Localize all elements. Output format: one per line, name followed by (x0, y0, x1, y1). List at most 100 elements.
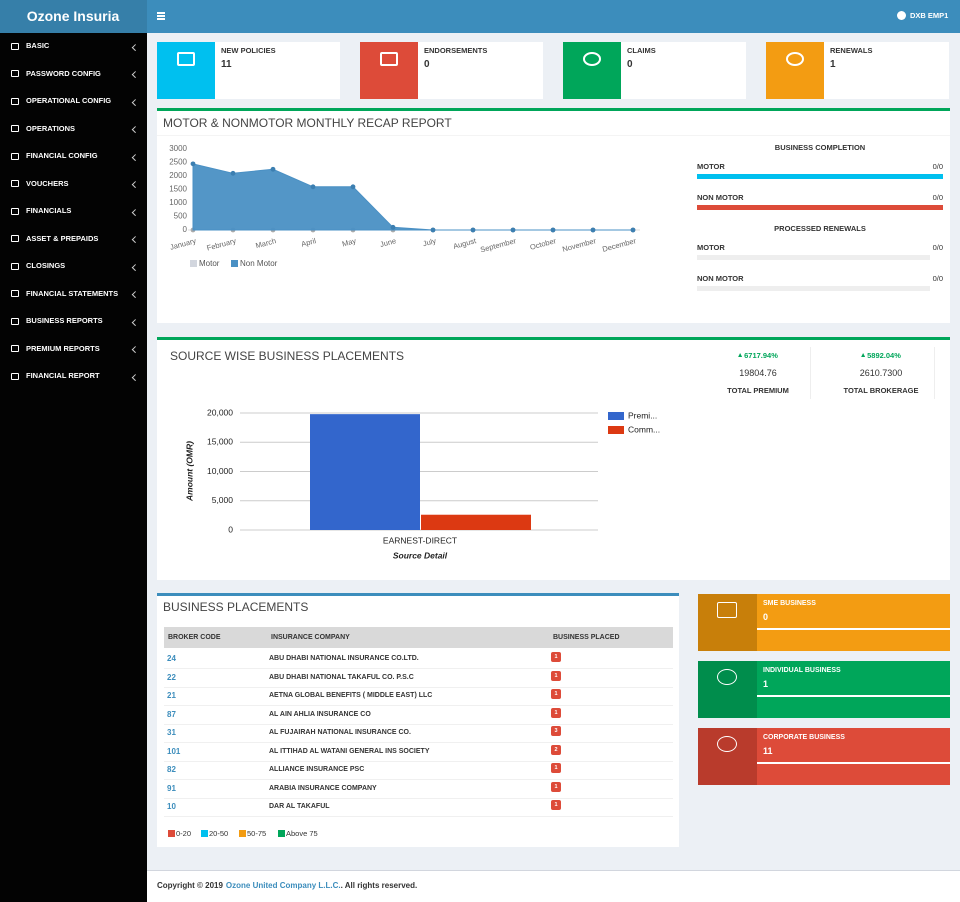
progress-bar (697, 174, 943, 179)
broker-code[interactable]: 101 (167, 746, 181, 756)
legend-label: 50-75 (247, 829, 267, 838)
badge: 1 (551, 781, 561, 792)
stat-label: TOTAL PREMIUM (727, 386, 789, 395)
menu-icon (11, 262, 19, 270)
menu-item[interactable]: VOUCHERS (26, 178, 69, 188)
badge: 1 (551, 707, 561, 718)
progress-value: 0/0 (932, 243, 943, 252)
segment-value: 0 (763, 612, 769, 622)
panel-title: BUSINESS PLACEMENTS (163, 600, 309, 614)
broker-code[interactable]: 22 (167, 672, 176, 682)
segment-progress (757, 762, 950, 764)
rights: . All rights reserved. (340, 881, 418, 890)
info-box-label: ENDORSEMENTS (424, 46, 488, 55)
insurance-company: AL AIN AHLIA INSURANCE CO (269, 710, 371, 718)
progress-label: MOTOR (697, 162, 725, 171)
menu-icon (11, 207, 19, 215)
segment-value: 1 (763, 679, 769, 689)
row-divider (164, 668, 673, 669)
legend-swatch (201, 830, 208, 837)
menu-icon (11, 97, 19, 105)
stat-value: 2610.7300 (859, 368, 903, 378)
placements-panel (157, 337, 950, 580)
table-header (164, 627, 673, 648)
panel-divider (157, 135, 950, 136)
menu-icon (11, 235, 19, 242)
progress-bar (697, 286, 930, 291)
broker-code[interactable]: 21 (167, 691, 176, 700)
broker-code[interactable]: 31 (167, 728, 176, 737)
menu-icon (11, 180, 19, 187)
info-icon-glyph (583, 52, 601, 66)
progress-label: NON MOTOR (697, 274, 744, 283)
menu-item[interactable]: PREMIUM REPORTS (26, 343, 100, 353)
badge: 2 (551, 744, 561, 755)
broker-code[interactable]: 91 (167, 783, 176, 793)
insurance-company: AETNA GLOBAL BENEFITS ( MIDDLE EAST) LLC (269, 692, 433, 699)
menu-item[interactable]: PASSWORD CONFIG (26, 68, 101, 78)
section-title: PROCESSED RENEWALS (774, 224, 866, 233)
badge: 1 (551, 670, 561, 681)
column-header: INSURANCE COMPANY (271, 634, 350, 641)
menu-item[interactable]: BASIC (26, 41, 50, 50)
row-divider (164, 705, 673, 706)
menu-item[interactable]: OPERATIONS (26, 123, 76, 133)
menu-item[interactable]: BUSINESS REPORTS (26, 316, 103, 325)
menu-icon (11, 70, 19, 77)
insurance-company: AL ITTIHAD AL WATANI GENERAL INS SOCIETY (269, 747, 430, 755)
segment-label: INDIVIDUAL BUSINESS (763, 667, 841, 674)
info-box-label: CLAIMS (627, 46, 656, 55)
broker-code[interactable]: 24 (167, 654, 176, 663)
company-link[interactable]: Ozone United Company L.L.C. (225, 881, 341, 890)
broker-code[interactable]: 82 (167, 765, 176, 774)
insurance-company: ARABIA INSURANCE COMPANY (269, 784, 377, 792)
menu-icon (11, 372, 19, 380)
menu-item[interactable]: FINANCIAL STATEMENTS (26, 288, 119, 298)
user-name: DXB EMP1 (910, 11, 949, 20)
menu-item[interactable]: OPERATIONAL CONFIG (26, 96, 112, 105)
badge: 1 (551, 763, 561, 773)
menu-item[interactable]: ASSET & PREPAIDS (26, 233, 99, 243)
segment-label: CORPORATE BUSINESS (763, 734, 845, 741)
stat-divider (810, 347, 811, 399)
stat-value: 19804.76 (739, 368, 777, 378)
info-box-label: RENEWALS (830, 46, 873, 55)
info-box-value: 1 (830, 59, 836, 70)
progress-value: 0/0 (932, 162, 943, 171)
menu-item[interactable]: FINANCIAL REPORT (26, 371, 100, 380)
copyright: Copyright © 2019 (157, 881, 223, 890)
badge: 1 (551, 689, 561, 699)
row-divider (164, 760, 673, 762)
menu-item[interactable]: CLOSINGS (26, 261, 66, 270)
legend-label: 20-50 (209, 829, 229, 838)
segment-progress (757, 628, 950, 630)
info-icon-glyph (786, 52, 804, 66)
segment-label: SME BUSINESS (763, 600, 816, 607)
segment-value: 11 (763, 746, 773, 756)
info-box-icon (766, 42, 824, 99)
menu-icon (11, 152, 19, 160)
menu-item[interactable]: FINANCIALS (26, 206, 72, 215)
row-divider (164, 816, 673, 817)
legend-swatch (278, 830, 285, 837)
menu-icon (11, 125, 19, 132)
menu-icon (11, 290, 19, 297)
row-divider (164, 723, 673, 725)
stat-label: TOTAL BROKERAGE (843, 386, 919, 395)
row-divider (164, 686, 673, 688)
menu-toggle-bar (157, 18, 165, 20)
menu-item[interactable]: FINANCIAL CONFIG (26, 151, 98, 160)
row-divider (164, 742, 673, 743)
badge: 1 (551, 652, 561, 662)
segment-icon-area (698, 594, 757, 651)
broker-code[interactable]: 10 (167, 802, 176, 811)
up-arrow (861, 353, 866, 357)
info-box-icon (563, 42, 621, 99)
menu-toggle-bar (157, 15, 165, 17)
broker-code[interactable]: 87 (167, 709, 176, 719)
stat-change: 6717.94% (738, 350, 778, 362)
brand: Ozone Insuria (26, 8, 120, 24)
section-title: BUSINESS COMPLETION (774, 143, 866, 152)
row-divider (164, 797, 673, 799)
